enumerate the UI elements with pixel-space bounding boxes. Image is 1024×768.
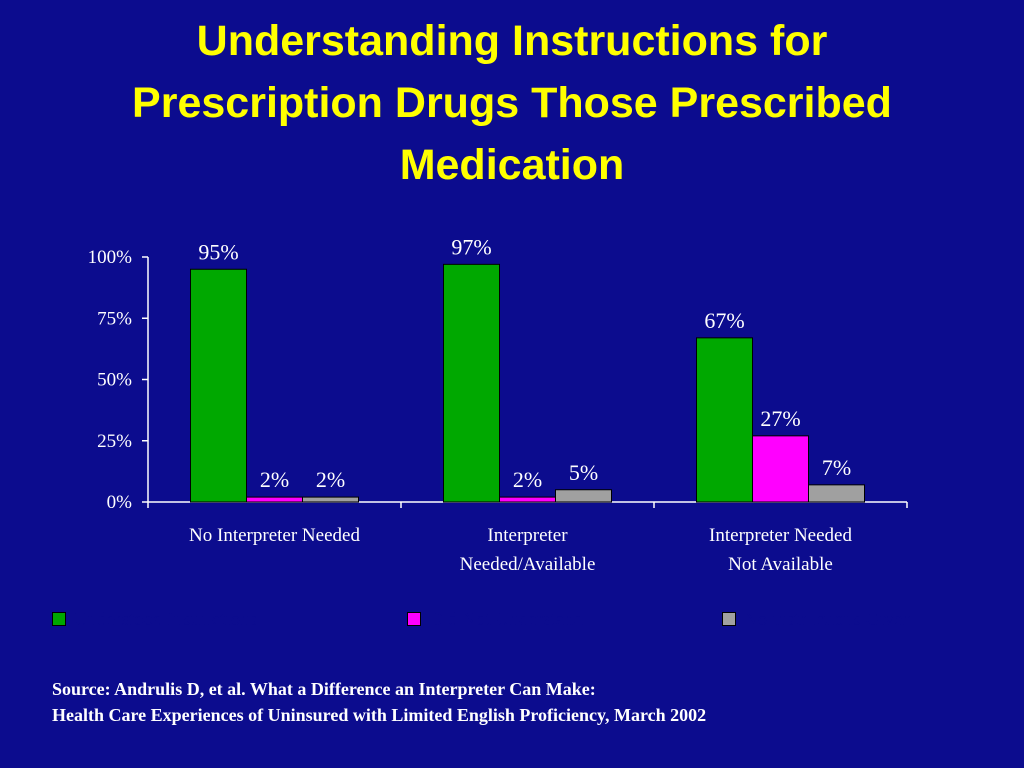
data-label: 2%: [316, 467, 345, 492]
data-label: 97%: [451, 234, 491, 259]
bar: [752, 435, 809, 503]
legend-item-no-instructions: No instructions Given: [722, 609, 912, 631]
data-label: 27%: [760, 406, 800, 431]
data-label: 2%: [260, 467, 289, 492]
x-tick-label: Interpreter Needed: [709, 525, 852, 546]
y-tick-label: 75%: [97, 308, 132, 329]
data-label: 95%: [198, 239, 238, 264]
legend-swatch: [722, 611, 736, 626]
bar: [696, 337, 753, 503]
source-line: Health Care Experiences of Uninsured wit…: [52, 705, 707, 725]
data-label: 67%: [704, 308, 744, 333]
title-line: Medication: [399, 141, 625, 189]
legend-swatch: [407, 611, 421, 626]
legend-swatch: [52, 611, 66, 626]
bar: [808, 484, 865, 503]
x-tick-label: Needed/Available: [460, 554, 596, 575]
legend-item-understood: Understood Instructions: [52, 609, 257, 631]
title-line: Prescription Drugs Those Prescribed: [132, 79, 892, 127]
legend-label: Did Not Understand: [429, 609, 584, 630]
data-label: 5%: [569, 460, 598, 485]
y-tick-label: 100%: [88, 247, 133, 268]
x-tick-label: Not Available: [728, 554, 833, 575]
bar: [302, 496, 359, 503]
bar: [190, 268, 247, 503]
legend-label: No instructions Given: [744, 609, 912, 630]
bar: [555, 489, 612, 503]
title-line: Understanding Instructions for: [196, 17, 828, 65]
bar: [443, 263, 500, 503]
y-tick-label: 25%: [97, 431, 132, 452]
bar-chart: 0% 25% 50% 75% 100% 95% 2% 2% No Interpreter Nee…: [88, 234, 908, 575]
x-tick-label: Interpreter: [487, 525, 568, 546]
legend-item-did-not-understand: Did Not Understand: [407, 609, 583, 631]
data-label: 7%: [822, 455, 851, 480]
data-label: 2%: [513, 467, 542, 492]
bar: [499, 496, 556, 503]
chart-title: Understanding Instructions for Prescript…: [0, 10, 1024, 196]
y-tick-label: 0%: [107, 492, 133, 513]
source-line: Source: Andrulis D, et al. What a Differ…: [52, 679, 596, 699]
x-tick-label: No Interpreter Needed: [189, 525, 360, 546]
source-note: Source: Andrulis D, et al. What a Differ…: [52, 676, 706, 728]
legend-label: Understood Instructions: [74, 609, 258, 630]
bar: [246, 496, 303, 503]
y-tick-label: 50%: [97, 370, 132, 391]
